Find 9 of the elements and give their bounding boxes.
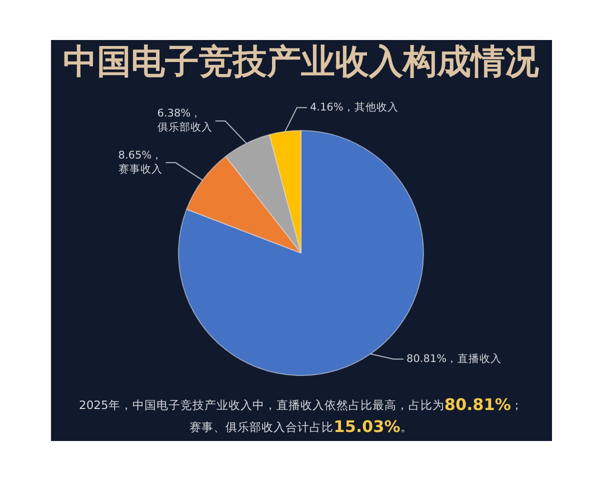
data-label: 8.65%， — [118, 149, 163, 162]
text: 赛事、俱乐部收入合计占比15.03%。 — [190, 417, 412, 436]
text: 2025年，中国电子竞技产业收入中，直播收入依然占比最高，占比为80.81%； — [79, 395, 523, 414]
chart-title: 中国电子竞技产业收入构成情况 — [63, 42, 540, 82]
slice-label: 4.16%，其他收入 — [310, 100, 398, 114]
slice-label: 赛事收入 — [118, 162, 162, 176]
slice-label: 俱乐部收入 — [157, 120, 212, 134]
data-label: 6.38%， — [157, 108, 202, 120]
slice-label: 80.81%，直播收入 — [406, 352, 502, 365]
